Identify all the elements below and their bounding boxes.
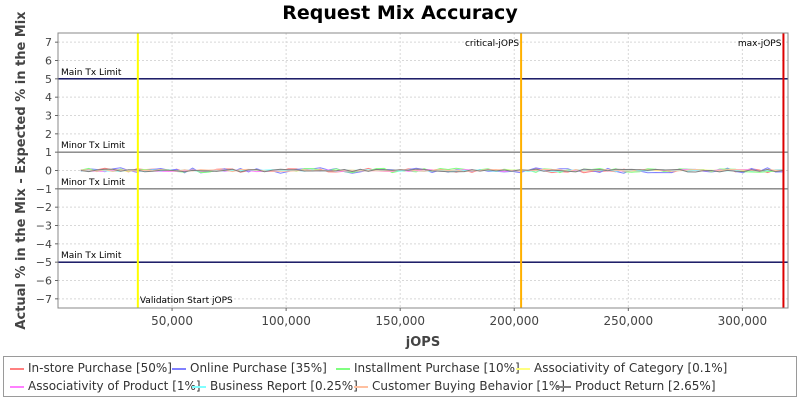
series-line (80, 168, 784, 173)
legend-label: Business Report [0.25%] (210, 379, 358, 393)
legend: In-store Purchase [50%] Online Purchase [… (3, 356, 797, 397)
legend-label: Product Return [2.65%] (575, 379, 716, 393)
legend-label: Online Purchase [35%] (190, 361, 327, 375)
y-tick-label: 2 (45, 128, 52, 141)
legend-item: Installment Purchase [10%] (336, 360, 520, 376)
limit-line-label: Main Tx Limit (61, 68, 122, 78)
marker-label: Validation Start jOPS (140, 296, 233, 306)
legend-label: In-store Purchase [50%] (28, 361, 172, 375)
y-axis-label: Actual % in the Mix - Expected % in the … (14, 11, 29, 330)
x-tick-label: 300,000 (718, 314, 768, 328)
legend-swatch (354, 385, 368, 388)
legend-swatch (336, 367, 350, 370)
legend-swatch (557, 385, 571, 388)
y-tick-label: 1 (45, 146, 52, 159)
y-tick-label: 7 (45, 36, 52, 49)
legend-label: Associativity of Category [0.1%] (534, 361, 728, 375)
y-tick-label: 3 (45, 110, 52, 123)
legend-item: Product Return [2.65%] (557, 378, 716, 394)
y-tick-label: −3 (36, 220, 52, 233)
y-tick-label: 5 (45, 73, 52, 86)
y-tick-label: 4 (45, 91, 52, 104)
legend-swatch (516, 367, 530, 370)
x-axis-label: jOPS (405, 335, 440, 350)
legend-label: Customer Buying Behavior [1%] (372, 379, 565, 393)
legend-item: Online Purchase [35%] (172, 360, 327, 376)
y-tick-label: 0 (45, 165, 52, 178)
legend-swatch (192, 385, 206, 388)
legend-label: Installment Purchase [10%] (354, 361, 520, 375)
legend-swatch (172, 367, 186, 370)
legend-item: Associativity of Product [1%] (10, 378, 201, 394)
legend-item: Business Report [0.25%] (192, 378, 358, 394)
y-tick-label: −4 (36, 238, 52, 251)
chart-svg: Main Tx Limit Minor Tx Limit Minor Tx Limi… (14, 11, 789, 350)
legend-swatch (10, 367, 24, 370)
y-tick-label: −2 (36, 201, 52, 214)
limit-line-label: Minor Tx Limit (61, 141, 126, 151)
marker-label: critical-jOPS (465, 39, 519, 49)
legend-item: Associativity of Category [0.1%] (516, 360, 727, 376)
limit-line-label: Minor Tx Limit (61, 178, 126, 188)
y-tick-label: −6 (36, 275, 52, 288)
x-tick-label: 150,000 (375, 314, 425, 328)
y-tick-label: −1 (36, 183, 52, 196)
y-tick-label: −7 (36, 293, 52, 306)
marker-label: max-jOPS (738, 39, 782, 49)
x-tick-label: 200,000 (489, 314, 539, 328)
chart-title: Request Mix Accuracy (282, 2, 518, 24)
y-tick-label: −5 (36, 256, 52, 269)
legend-item: In-store Purchase [50%] (10, 360, 172, 376)
legend-swatch (10, 385, 24, 388)
x-tick-label: 50,000 (151, 314, 193, 328)
legend-item: Customer Buying Behavior [1%] (354, 378, 565, 394)
limit-line-label: Main Tx Limit (61, 251, 122, 261)
x-tick-label: 100,000 (261, 314, 311, 328)
legend-label: Associativity of Product [1%] (28, 379, 201, 393)
x-tick-label: 250,000 (604, 314, 654, 328)
y-tick-label: 6 (45, 55, 52, 68)
